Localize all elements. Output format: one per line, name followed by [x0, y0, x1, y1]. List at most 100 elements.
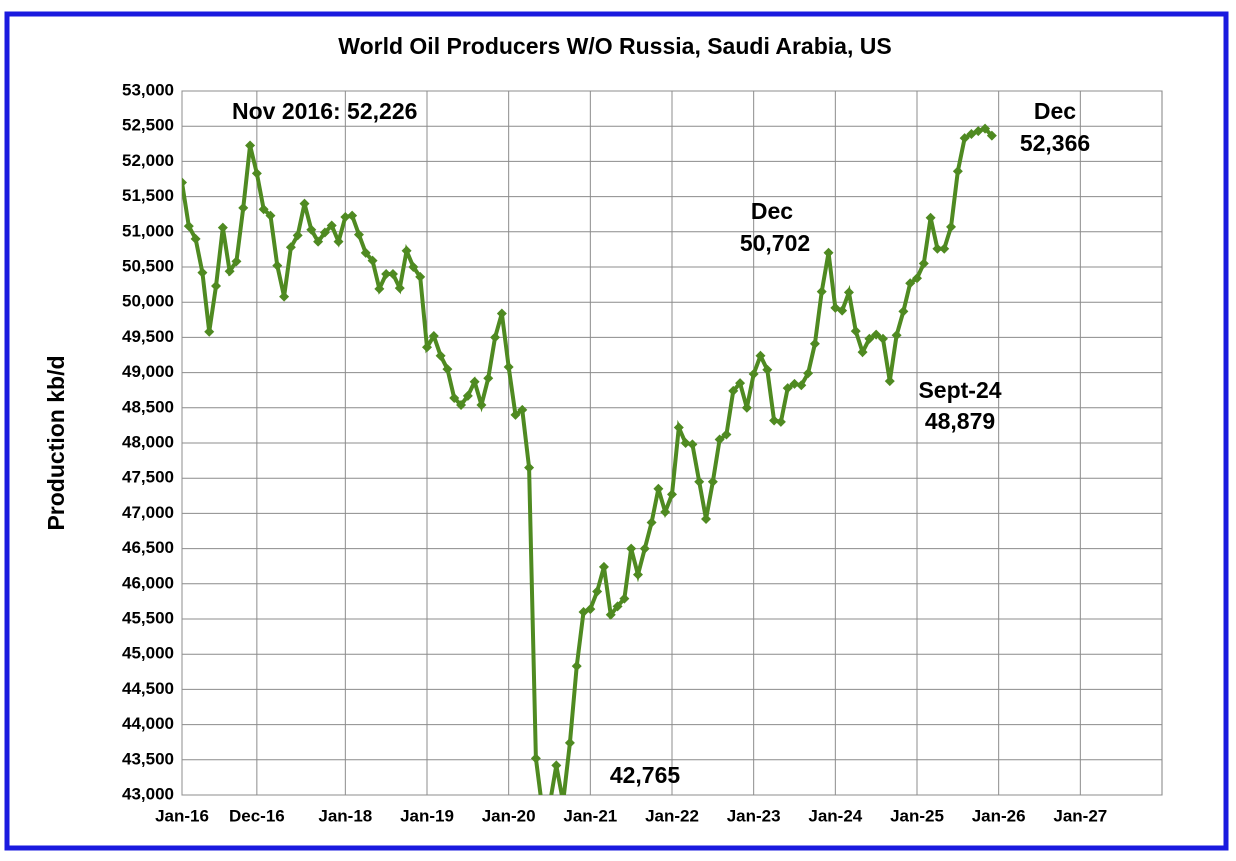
data-marker — [333, 236, 344, 247]
data-marker — [326, 220, 337, 231]
data-marker — [503, 361, 514, 372]
data-marker — [939, 243, 950, 254]
data-marker — [980, 123, 991, 134]
data-marker — [251, 168, 262, 179]
data-marker — [592, 586, 603, 597]
annotation: 42,765 — [610, 762, 681, 788]
y-tick-label: 43,500 — [122, 749, 174, 768]
data-marker — [272, 260, 283, 271]
data-marker — [462, 390, 473, 401]
chart-title: World Oil Producers W/O Russia, Saudi Ar… — [338, 33, 891, 59]
data-marker — [585, 604, 596, 615]
data-marker — [680, 438, 691, 448]
data-marker — [258, 204, 269, 215]
data-marker — [545, 801, 555, 811]
data-marker — [694, 476, 705, 487]
data-marker — [182, 177, 187, 188]
y-axis-label: Production kb/d — [43, 355, 69, 530]
y-tick-label: 50,000 — [122, 292, 174, 311]
data-marker — [510, 409, 521, 420]
data-marker — [442, 364, 453, 375]
data-marker — [925, 212, 936, 223]
data-marker — [891, 330, 902, 341]
data-marker — [217, 222, 228, 233]
data-marker — [775, 416, 786, 427]
data-marker — [762, 364, 773, 375]
data-marker — [741, 402, 752, 413]
data-marker — [809, 338, 820, 349]
data-marker — [701, 514, 712, 525]
x-tick-label: Jan-18 — [318, 806, 372, 825]
data-marker — [959, 133, 970, 144]
x-tick-label: Jan-27 — [1053, 806, 1107, 825]
data-marker — [816, 286, 827, 297]
data-marker — [748, 369, 759, 380]
data-marker — [707, 476, 718, 487]
data-marker — [313, 236, 324, 247]
data-marker — [619, 593, 630, 604]
data-marker — [918, 258, 929, 269]
x-tick-label: Jan-16 — [155, 806, 209, 825]
data-marker — [456, 399, 467, 410]
data-marker — [538, 807, 548, 817]
data-marker — [469, 376, 480, 387]
x-tick-label: Jan-19 — [400, 806, 454, 825]
data-marker — [524, 462, 535, 473]
y-tick-label: 47,500 — [122, 468, 174, 487]
data-marker — [190, 233, 201, 244]
x-tick-label: Jan-21 — [563, 806, 617, 825]
data-marker — [496, 308, 507, 319]
data-marker — [265, 210, 276, 221]
data-marker — [653, 483, 664, 494]
data-marker — [231, 256, 242, 267]
data-marker — [381, 269, 392, 280]
data-marker — [224, 266, 235, 277]
y-tick-label: 50,500 — [122, 256, 174, 275]
data-marker — [530, 753, 541, 764]
data-marker — [755, 350, 766, 361]
data-marker — [428, 330, 439, 341]
x-tick-label: Jan-22 — [645, 806, 699, 825]
data-marker — [408, 262, 419, 272]
data-marker — [401, 245, 412, 256]
annotation: 52,366 — [1020, 130, 1090, 156]
y-tick-label: 48,500 — [122, 397, 174, 416]
plot-clip — [182, 123, 997, 817]
data-marker — [905, 278, 916, 289]
data-marker — [211, 281, 222, 292]
y-tick-label: 44,000 — [122, 714, 174, 733]
data-marker — [646, 517, 657, 528]
data-marker — [245, 140, 256, 151]
data-marker — [490, 332, 501, 343]
y-tick-label: 47,000 — [122, 503, 174, 522]
annotation: 50,702 — [740, 230, 810, 256]
data-marker — [932, 243, 943, 254]
y-tick-label: 52,000 — [122, 151, 174, 170]
data-marker — [306, 224, 317, 235]
data-marker — [769, 415, 780, 426]
y-tick-label: 45,500 — [122, 608, 174, 627]
data-marker — [238, 202, 249, 213]
data-marker — [449, 392, 460, 403]
data-marker — [626, 543, 637, 554]
data-marker — [673, 422, 684, 433]
data-marker — [476, 399, 487, 410]
data-marker — [299, 198, 310, 209]
y-tick-label: 52,500 — [122, 116, 174, 135]
y-tick-label: 49,000 — [122, 362, 174, 381]
data-marker — [803, 368, 814, 379]
annotation: 48,879 — [925, 408, 995, 434]
data-line — [182, 126, 994, 795]
data-marker — [279, 291, 290, 302]
data-marker — [374, 283, 385, 294]
data-marker — [285, 242, 296, 253]
data-marker — [292, 230, 303, 241]
data-marker — [605, 609, 616, 620]
data-marker — [598, 561, 609, 572]
data-marker — [667, 489, 677, 500]
data-marker — [422, 342, 432, 353]
data-marker — [687, 439, 698, 450]
y-tick-label: 48,000 — [122, 432, 174, 451]
x-tick-label: Jan-23 — [727, 806, 781, 825]
data-marker — [877, 333, 888, 344]
